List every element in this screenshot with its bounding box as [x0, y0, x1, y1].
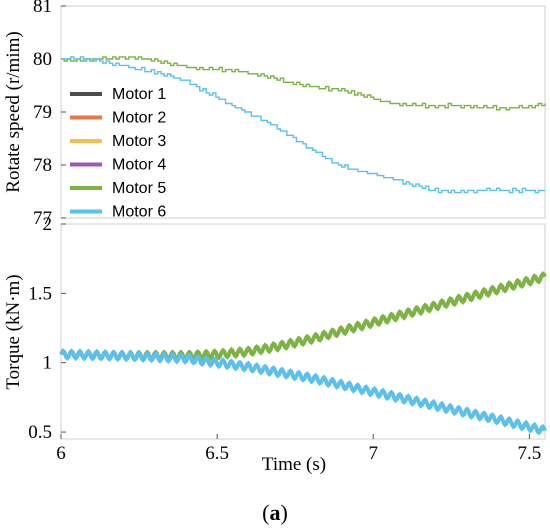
torque-panel: 0.5 1 1.5 2 6 6.5 7 7.5 Torque (kN·m) Time (s): [3, 214, 547, 475]
y-tick-label: 79: [33, 102, 52, 123]
legend-label: Motor 5: [112, 180, 166, 197]
legend: Motor 1 Motor 2 Motor 3 Motor 4 Motor 5 Motor…: [70, 86, 166, 221]
speed-line-motor-6: [61, 56, 545, 194]
x-tick-label: 7.5: [518, 443, 542, 464]
y-tick-label: 1.5: [28, 283, 52, 304]
y-tick-label: 81: [33, 0, 52, 17]
y-tick-label: 78: [33, 155, 52, 176]
x-axis-label: Time (s): [262, 454, 326, 475]
torque-plot-frame: [60, 223, 546, 440]
speed-series: [61, 56, 546, 194]
y-tick-label: 80: [33, 49, 52, 70]
legend-label: Motor 6: [112, 204, 166, 221]
torque-y-ticks: 0.5 1 1.5 2: [28, 214, 66, 443]
x-tick-label: 6.5: [205, 443, 229, 464]
torque-y-axis-label: Torque (kN·m): [3, 274, 24, 389]
speed-y-ticks: 77 78 79 80 81: [33, 0, 66, 229]
legend-label: Motor 3: [112, 133, 166, 150]
y-tick-label: 2: [43, 214, 53, 235]
legend-label: Motor 4: [112, 157, 166, 174]
y-tick-label: 0.5: [28, 422, 52, 443]
legend-label: Motor 1: [112, 86, 166, 103]
y-tick-label: 1: [43, 353, 53, 374]
legend-label: Motor 2: [112, 110, 166, 127]
torque-series: [59, 271, 547, 436]
torque-line-motor-5: [59, 271, 547, 362]
x-tick-label: 6: [56, 443, 66, 464]
speed-line-motor-5: [61, 56, 546, 111]
x-ticks: 6 6.5 7 7.5: [56, 434, 541, 464]
speed-y-axis-label: Rotate speed (r/mim): [3, 31, 24, 192]
figure-caption: (a): [262, 500, 288, 525]
x-tick-label: 7: [369, 443, 379, 464]
y-tick-label: 77: [33, 208, 52, 229]
torque-line-motor-6: [59, 348, 547, 436]
